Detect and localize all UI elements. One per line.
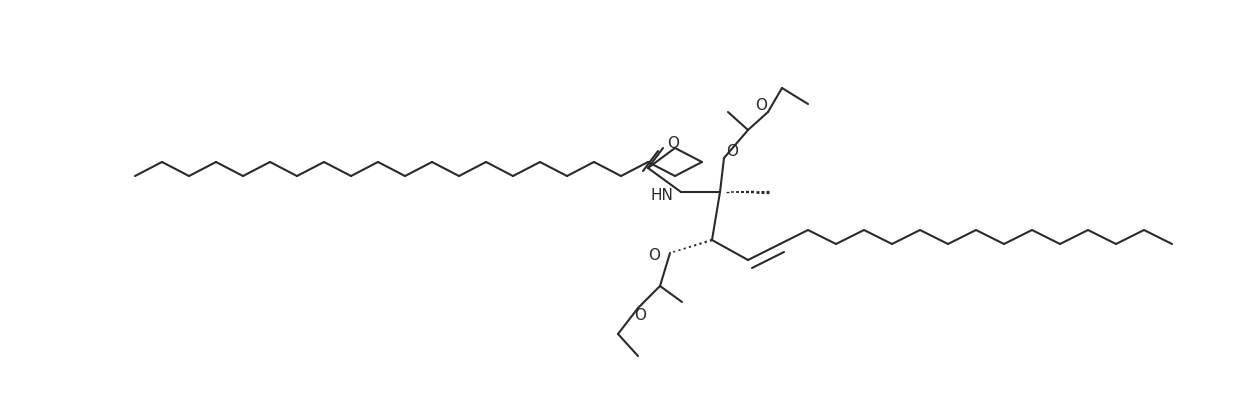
Text: O: O xyxy=(648,247,660,262)
Text: O: O xyxy=(755,98,768,114)
Text: O: O xyxy=(668,137,679,152)
Text: HN: HN xyxy=(650,189,672,204)
Text: O: O xyxy=(726,145,738,160)
Text: O: O xyxy=(634,309,646,324)
